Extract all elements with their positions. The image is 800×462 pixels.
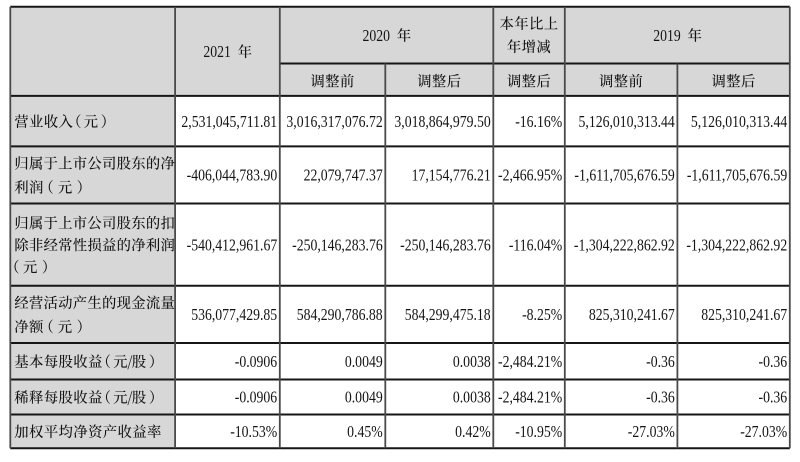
svg-text:-0.36: -0.36	[646, 353, 675, 372]
svg-text:0.0049: 0.0049	[345, 353, 383, 372]
svg-text:0.45%: 0.45%	[347, 423, 383, 442]
svg-text:5,126,010,313.44: 5,126,010,313.44	[691, 113, 788, 132]
svg-text:825,310,241.67: 825,310,241.67	[701, 306, 787, 325]
svg-text:-2,484.21%: -2,484.21%	[498, 353, 562, 372]
svg-text:2019: 2019	[653, 26, 681, 45]
svg-text:-250,146,283.76: -250,146,283.76	[400, 236, 491, 255]
svg-text:22,079,747.37: 22,079,747.37	[304, 166, 383, 185]
svg-text:0.42%: 0.42%	[455, 423, 491, 442]
svg-text:584,290,786.88: 584,290,786.88	[297, 306, 383, 325]
svg-text:-27.03%: -27.03%	[628, 423, 675, 442]
svg-text:-1,611,705,676.59: -1,611,705,676.59	[574, 166, 675, 185]
svg-text:-250,146,283.76: -250,146,283.76	[292, 236, 383, 255]
svg-text:2021: 2021	[203, 43, 231, 62]
svg-text:0.0038: 0.0038	[453, 353, 491, 372]
svg-text:-2,466.95%: -2,466.95%	[498, 166, 562, 185]
svg-text:-1,304,222,862.92: -1,304,222,862.92	[574, 236, 675, 255]
svg-text:-540,412,961.67: -540,412,961.67	[187, 236, 278, 255]
svg-text:-0.0906: -0.0906	[235, 353, 278, 372]
svg-text:3,018,864,979.50: 3,018,864,979.50	[394, 113, 491, 132]
svg-text:3,016,317,076.72: 3,016,317,076.72	[286, 113, 382, 132]
svg-text:-10.53%: -10.53%	[230, 423, 277, 442]
svg-text:0.0049: 0.0049	[345, 388, 383, 407]
svg-text:-406,044,783.90: -406,044,783.90	[187, 166, 278, 185]
svg-text:584,299,475.18: 584,299,475.18	[405, 306, 491, 325]
svg-text:2020: 2020	[362, 26, 390, 45]
svg-text:-0.36: -0.36	[646, 388, 675, 407]
svg-text:825,310,241.67: 825,310,241.67	[589, 306, 675, 325]
svg-text:-116.04%: -116.04%	[509, 236, 562, 255]
svg-text:-16.16%: -16.16%	[515, 113, 562, 132]
svg-text:5,126,010,313.44: 5,126,010,313.44	[579, 113, 676, 132]
svg-text:-0.36: -0.36	[759, 353, 788, 372]
svg-text:-10.95%: -10.95%	[515, 423, 562, 442]
svg-text:-27.03%: -27.03%	[740, 423, 787, 442]
svg-text:-2,484.21%: -2,484.21%	[498, 388, 562, 407]
svg-text:-8.25%: -8.25%	[522, 306, 562, 325]
svg-text:-0.0906: -0.0906	[235, 388, 278, 407]
svg-text:536,077,429.85: 536,077,429.85	[191, 306, 277, 325]
svg-text:-1,304,222,862.92: -1,304,222,862.92	[686, 236, 787, 255]
svg-text:2,531,045,711.81: 2,531,045,711.81	[181, 113, 277, 132]
svg-text:17,154,776.21: 17,154,776.21	[412, 166, 491, 185]
svg-text:-1,611,705,676.59: -1,611,705,676.59	[687, 166, 788, 185]
svg-text:-0.36: -0.36	[759, 388, 788, 407]
svg-text:0.0038: 0.0038	[453, 388, 491, 407]
